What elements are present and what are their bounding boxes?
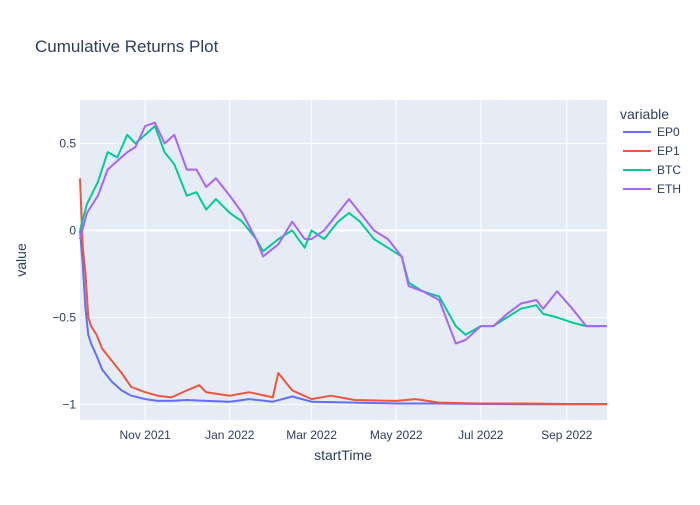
x-tick-label: Sep 2022 xyxy=(541,428,593,442)
legend-label: BTC xyxy=(657,163,681,177)
x-tick-label: Jan 2022 xyxy=(205,428,255,442)
series-line-btc xyxy=(79,125,607,336)
series-lines xyxy=(79,121,607,406)
legend-label: EP1 xyxy=(657,144,680,158)
legend-items[interactable]: EP0 EP1 BTC ETH xyxy=(623,125,681,196)
series-line-eth xyxy=(79,121,607,345)
x-tick-labels: Nov 2021 Jan 2022 Mar 2022 May 2022 Jul 2022… xyxy=(119,428,592,442)
legend-item-ep0[interactable]: EP0 xyxy=(623,125,680,139)
x-tick-label: Jul 2022 xyxy=(458,428,504,442)
x-tick-label: Nov 2021 xyxy=(119,428,171,442)
legend-label: ETH xyxy=(657,182,681,196)
legend-item-eth[interactable]: ETH xyxy=(623,182,681,196)
legend-item-ep1[interactable]: EP1 xyxy=(623,144,680,158)
y-axis-label: value xyxy=(13,243,29,277)
y-tick-labels: 0.5 0 −0.5 −1 xyxy=(52,136,76,411)
legend-item-btc[interactable]: BTC xyxy=(623,163,681,177)
series-line-ep0 xyxy=(79,230,607,406)
legend-label: EP0 xyxy=(657,125,680,139)
y-tick-label: −1 xyxy=(62,397,76,411)
series-line-ep1 xyxy=(79,178,607,405)
x-gridlines xyxy=(144,100,568,420)
y-tick-label: 0 xyxy=(69,223,76,237)
chart-title: Cumulative Returns Plot xyxy=(35,37,219,56)
plot-area xyxy=(80,100,607,420)
y-tick-label: 0.5 xyxy=(59,136,76,150)
x-tick-label: Mar 2022 xyxy=(286,428,337,442)
legend[interactable]: variable EP0 EP1 BTC ETH xyxy=(620,106,681,196)
y-tick-label: −0.5 xyxy=(52,310,76,324)
legend-title: variable xyxy=(620,106,669,122)
x-tick-label: May 2022 xyxy=(370,428,423,442)
x-axis-label: startTime xyxy=(314,447,372,463)
